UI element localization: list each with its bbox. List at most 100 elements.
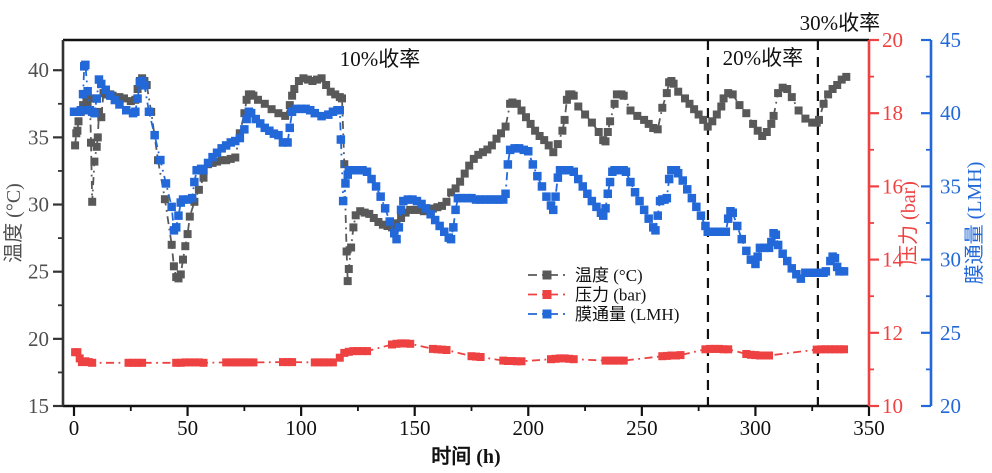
marker-pressure — [817, 345, 826, 354]
marker-temp — [338, 94, 346, 103]
marker-temp — [837, 75, 846, 84]
marker-temp — [703, 122, 712, 131]
marker-pressure — [388, 340, 396, 349]
marker-temp — [508, 98, 517, 107]
series-pressure — [71, 339, 848, 367]
marker-flux — [408, 195, 417, 204]
marker-pressure — [619, 356, 628, 365]
temp-axis-title: 温度 (°C) — [2, 183, 25, 263]
marker-temp — [612, 90, 621, 99]
marker-temp — [581, 110, 590, 119]
marker-temp — [83, 99, 92, 108]
marker-temp — [694, 110, 703, 119]
marker-pressure — [363, 347, 371, 356]
marker-pressure — [742, 350, 751, 358]
stage-annotation-3: 30%收率 — [800, 11, 881, 35]
marker-temp — [317, 74, 326, 83]
marker-temp — [294, 77, 303, 85]
marker-pressure — [406, 339, 415, 348]
time-tick-label: 150 — [399, 416, 431, 440]
marker-flux — [256, 119, 265, 128]
marker-temp — [169, 262, 178, 271]
marker-temp — [97, 113, 106, 122]
marker-flux — [549, 205, 558, 215]
marker-flux — [94, 75, 104, 84]
marker-flux — [742, 246, 751, 256]
marker-temp — [649, 124, 658, 132]
marker-pressure — [358, 347, 367, 356]
marker-temp — [501, 122, 510, 131]
marker-temp — [553, 140, 562, 149]
marker-flux — [723, 214, 733, 223]
marker-temp — [662, 89, 671, 98]
marker-temp — [406, 205, 415, 214]
marker-flux — [605, 177, 615, 187]
marker-pressure — [124, 358, 133, 367]
marker-temp — [465, 161, 474, 170]
time-tick-label: 50 — [177, 416, 198, 440]
marker-pressure — [324, 358, 333, 367]
marker-temp — [428, 204, 437, 213]
marker-temp — [769, 111, 778, 120]
marker-pressure — [615, 356, 624, 365]
marker-flux — [687, 193, 697, 203]
marker-flux — [90, 108, 99, 118]
marker-flux — [183, 195, 192, 204]
marker-flux — [505, 145, 515, 155]
marker-flux — [376, 192, 385, 201]
marker-temp — [633, 111, 642, 120]
marker-flux — [494, 195, 503, 204]
marker-pressure — [73, 348, 82, 357]
marker-temp — [179, 255, 187, 264]
marker-temp — [699, 115, 708, 124]
marker-temp — [322, 81, 331, 89]
marker-temp — [208, 158, 217, 167]
marker-flux — [167, 202, 176, 212]
marker-flux — [653, 211, 662, 220]
marker-flux — [131, 107, 140, 116]
marker-pressure — [508, 357, 517, 365]
marker-flux — [601, 204, 610, 213]
marker-temp — [176, 270, 185, 279]
marker-flux — [458, 193, 467, 203]
marker-flux — [717, 227, 726, 236]
marker-temp — [558, 126, 567, 135]
marker-pressure — [138, 358, 147, 367]
series-flux — [69, 60, 849, 283]
marker-pressure — [830, 345, 839, 354]
marker-flux — [240, 125, 249, 134]
legend-label: 温度 (°C) — [575, 266, 643, 285]
marker-flux — [226, 138, 235, 147]
marker-flux — [533, 171, 542, 181]
marker-pressure — [658, 352, 667, 361]
marker-flux — [712, 227, 722, 236]
marker-temp — [758, 132, 767, 140]
marker-flux — [285, 123, 294, 133]
marker-flux — [287, 107, 297, 116]
time-tick-label: 350 — [853, 416, 885, 440]
marker-pressure — [610, 356, 619, 365]
marker-pressure — [176, 358, 185, 367]
marker-flux — [753, 252, 762, 261]
marker-flux — [274, 130, 283, 140]
marker-temp — [708, 117, 717, 126]
marker-flux — [614, 166, 624, 175]
marker-flux — [728, 208, 737, 217]
marker-flux — [503, 160, 513, 169]
series-temp — [71, 72, 851, 286]
marker-flux — [317, 111, 326, 121]
marker-pressure — [765, 351, 773, 360]
marker-temp — [658, 103, 667, 112]
marker-pressure — [701, 345, 710, 354]
marker-temp — [762, 128, 771, 136]
marker-temp — [226, 154, 235, 163]
marker-flux — [283, 138, 292, 147]
marker-temp — [88, 197, 97, 206]
marker-flux — [810, 268, 819, 277]
marker-pressure — [746, 350, 755, 359]
marker-temp — [442, 197, 451, 206]
marker-pressure — [344, 347, 353, 356]
marker-temp — [126, 97, 135, 106]
flux-tick-label: 25 — [940, 321, 961, 345]
marker-pressure — [194, 358, 203, 367]
